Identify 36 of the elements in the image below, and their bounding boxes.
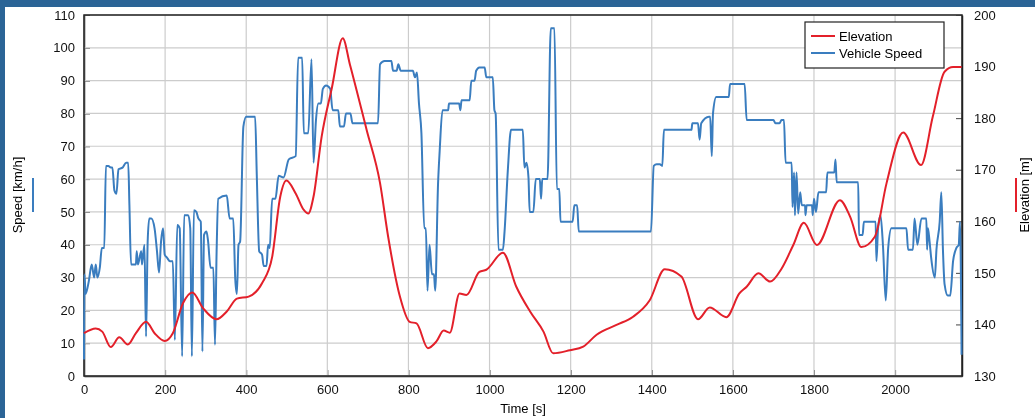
x-tick-label: 600 [316, 382, 339, 398]
x-tick-label: 2000 [881, 382, 911, 398]
y-tick-label: 0 [67, 368, 75, 384]
y-tick-label: 100 [53, 40, 75, 56]
y-tick-label: 50 [60, 204, 75, 220]
legend-label: Elevation [839, 28, 893, 44]
y-tick-label: 20 [60, 303, 75, 319]
x-tick-label: 200 [154, 382, 177, 398]
x-tick-label: 1800 [800, 382, 829, 398]
y2-axis-title: Elevation [m] [1017, 157, 1032, 233]
y-tick-label: 80 [60, 106, 75, 122]
y-tick-label: 30 [60, 270, 75, 286]
y-tick-label: 90 [60, 73, 75, 89]
y2-tick-label: 200 [974, 7, 996, 23]
x-tick-label: 1600 [718, 382, 748, 398]
y2-tick-label: 130 [974, 368, 996, 384]
x-tick-label: 1200 [556, 382, 586, 398]
x-axis-title: Time [s] [500, 401, 546, 416]
y-tick-label: 40 [60, 237, 75, 253]
y2-tick-label: 190 [974, 59, 996, 75]
y2-tick-label: 170 [974, 162, 996, 178]
x-tick-label: 400 [235, 382, 258, 398]
y-tick-label: 70 [60, 138, 75, 154]
x-tick-label: 800 [398, 382, 420, 398]
y2-tick-label: 140 [974, 317, 996, 333]
y2-tick-label: 160 [974, 213, 996, 229]
x-tick-label: 1400 [637, 382, 667, 398]
x-tick-label: 0 [80, 382, 89, 398]
y-tick-label: 10 [60, 335, 75, 351]
x-tick-label: 1000 [475, 382, 505, 398]
y2-tick-label: 180 [974, 110, 996, 126]
y2-tick-label: 150 [974, 265, 996, 281]
y-tick-label: 60 [60, 171, 75, 187]
y-axis-title: Speed [km/h] [10, 156, 25, 234]
legend-label: Vehicle Speed [839, 45, 923, 61]
y-tick-label: 110 [54, 7, 75, 23]
